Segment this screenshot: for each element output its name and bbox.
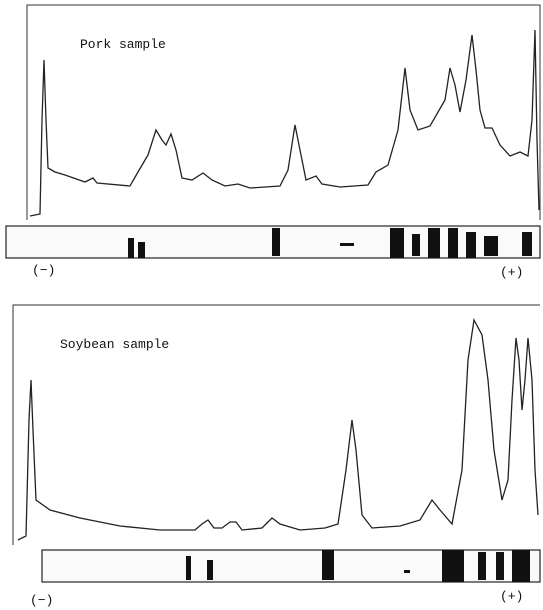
plus-label: (+)	[500, 589, 523, 604]
pork-trace	[29, 29, 540, 217]
soybean-trace	[17, 317, 539, 541]
panel-title: Pork sample	[80, 37, 166, 52]
gel-bands	[128, 228, 532, 258]
minus-label: (−)	[32, 263, 55, 278]
minus-label: (−)	[30, 593, 53, 608]
pork-panel: Pork sample (−) (+)	[5, 4, 541, 280]
plus-label: (+)	[500, 265, 523, 280]
gel-strip	[41, 549, 541, 583]
trace-frame	[12, 304, 540, 545]
gel-bands	[186, 550, 530, 582]
soybean-panel: Soybean sample (−) (+)	[12, 304, 541, 608]
trace-frame	[26, 4, 541, 220]
panel-title: Soybean sample	[60, 337, 169, 352]
